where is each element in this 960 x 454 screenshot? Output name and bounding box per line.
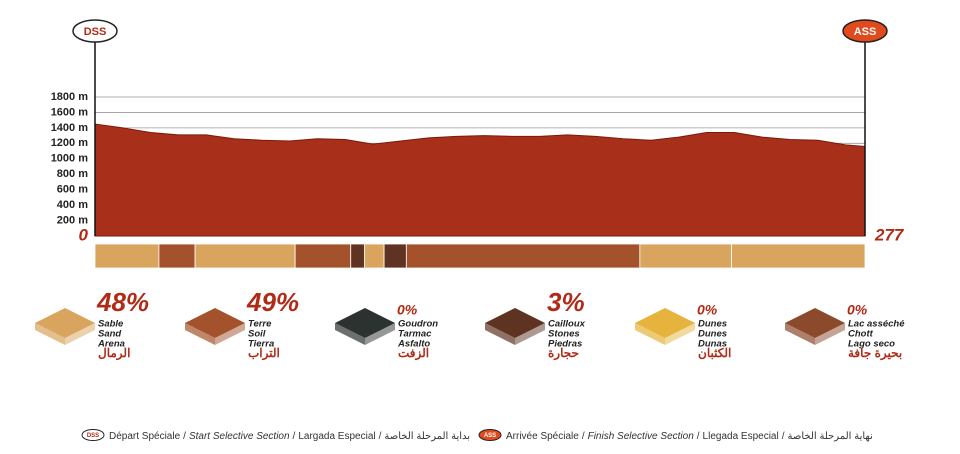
y-tick-label: 200 m: [57, 214, 88, 226]
y-tick-label: 1200 m: [51, 137, 89, 149]
surface-name: Arena: [97, 339, 125, 350]
surface-name: Piedras: [548, 339, 582, 350]
surface-name: Sable: [98, 319, 124, 330]
surface-name: Chott: [848, 329, 874, 340]
surface-tile-side: [485, 323, 515, 345]
y-tick-label: 1600 m: [51, 106, 89, 118]
surface-segment: [194, 243, 296, 269]
section-badge-label: DSS: [84, 26, 107, 38]
surface-segment: [158, 243, 196, 269]
footer-badge-label: ASS: [484, 433, 496, 439]
y-tick-label: 1400 m: [51, 122, 89, 134]
surface-segment: [364, 243, 385, 269]
footer-badge-label: DSS: [87, 433, 99, 439]
surface-percent: 0%: [847, 302, 868, 318]
surface-segment: [94, 243, 160, 269]
surface-name: Stones: [548, 329, 580, 340]
surface-segment: [639, 243, 732, 269]
y-tick-label: 1000 m: [51, 153, 89, 165]
surface-name: بحيرة جافة: [848, 346, 902, 361]
footer-text-part: Finish Selective Section: [588, 431, 695, 442]
surface-name: الكثبان: [698, 346, 731, 360]
surface-tile-side: [515, 323, 545, 345]
section-badge: [72, 19, 118, 43]
footer-text-part: Départ Spéciale: [109, 431, 181, 442]
surface-name: Lago seco: [848, 339, 895, 350]
footer-separator: /: [379, 431, 382, 442]
surface-name: Sand: [98, 329, 121, 340]
surface-tile-side: [185, 323, 215, 345]
surface-segment: [350, 243, 366, 269]
surface-tile-side: [215, 323, 245, 345]
surface-name: Soil: [248, 329, 266, 340]
footer-separator: /: [782, 431, 785, 442]
surface-tile-side: [635, 323, 665, 345]
surface-name: الرمال: [98, 346, 130, 361]
surface-tile-side: [365, 323, 395, 345]
surface-name: حجارة: [548, 346, 579, 361]
y-tick-label: 400 m: [57, 199, 88, 211]
surface-tile-side: [35, 323, 65, 345]
footer-text-part: Llegada Especial: [703, 431, 779, 442]
y-tick-label: 800 m: [57, 168, 88, 180]
surface-name: Dunes: [698, 329, 727, 340]
elevation-area: [94, 123, 866, 237]
footer-text-part: Largada Especial: [298, 431, 375, 442]
surface-percent: 0%: [397, 302, 418, 318]
y-tick-label: 1800 m: [51, 91, 89, 103]
section-badge: [842, 19, 888, 43]
y-tick-label: 600 m: [57, 184, 88, 196]
surface-name: الزفت: [398, 346, 429, 361]
surface-name: Tierra: [248, 339, 274, 350]
footer-text-part: Arrivée Spéciale: [506, 431, 579, 442]
surface-name: Goudron: [398, 319, 438, 330]
surface-name: Tarmac: [398, 329, 432, 340]
surface-segment: [731, 243, 866, 269]
surface-tile-side: [335, 323, 365, 345]
footer-separator: /: [582, 431, 585, 442]
footer-text-part: نهاية المرحلة الخاصة: [788, 431, 873, 442]
surface-segment: [405, 243, 641, 269]
surface-name: التراب: [248, 346, 280, 361]
surface-tile-side: [785, 323, 815, 345]
surface-percent: 3%: [547, 287, 585, 317]
surface-percent: 48%: [96, 287, 149, 317]
footer-separator: /: [183, 431, 186, 442]
footer-text: Arrivée Spéciale / Finish Selective Sectio…: [506, 431, 873, 442]
footer-text-part: Start Selective Section: [189, 431, 290, 442]
surface-segment: [383, 243, 407, 269]
surface-name: Asfalto: [397, 339, 430, 350]
surface-name: Terre: [248, 319, 272, 330]
surface-name: Cailloux: [548, 319, 586, 330]
surface-tile-side: [815, 323, 845, 345]
section-badge-label: ASS: [854, 26, 877, 38]
footer-separator: /: [293, 431, 296, 442]
y-tick-label: 0: [79, 225, 89, 244]
surface-name: Dunes: [698, 319, 727, 330]
footer-text-part: بداية المرحلة الخاصة: [384, 431, 470, 442]
surface-percent: 49%: [246, 287, 299, 317]
footer-badge: [81, 429, 105, 441]
x-tick-label: 277: [874, 225, 905, 244]
surface-name: Dunas: [698, 339, 727, 350]
surface-name: Lac asséché: [848, 319, 905, 330]
surface-tile-side: [665, 323, 695, 345]
footer-separator: /: [697, 431, 700, 442]
footer-text: Départ Spéciale / Start Selective Section /…: [109, 431, 470, 442]
surface-percent: 0%: [697, 302, 718, 318]
footer-badge: [478, 429, 502, 441]
surface-tile-side: [65, 323, 95, 345]
surface-segment: [294, 243, 352, 269]
